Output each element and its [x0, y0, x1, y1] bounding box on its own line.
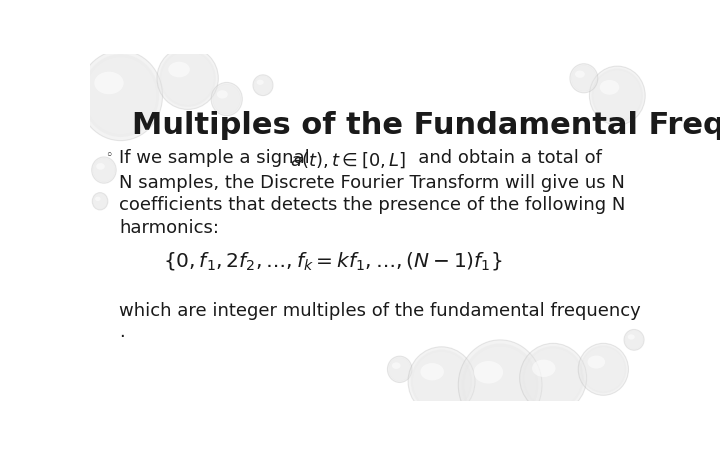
- Ellipse shape: [94, 72, 124, 94]
- Ellipse shape: [85, 57, 156, 134]
- Ellipse shape: [91, 157, 116, 183]
- Ellipse shape: [91, 157, 116, 183]
- Ellipse shape: [159, 50, 216, 107]
- Ellipse shape: [593, 71, 641, 121]
- Ellipse shape: [92, 193, 108, 210]
- Ellipse shape: [212, 84, 241, 114]
- Ellipse shape: [525, 348, 582, 407]
- Ellipse shape: [624, 329, 644, 350]
- Ellipse shape: [590, 66, 645, 125]
- Ellipse shape: [79, 50, 163, 140]
- Ellipse shape: [578, 343, 629, 395]
- Ellipse shape: [217, 90, 228, 99]
- Ellipse shape: [392, 362, 400, 369]
- Ellipse shape: [408, 347, 475, 416]
- Text: $a(t), t \in [0, L]$: $a(t), t \in [0, L]$: [289, 150, 406, 170]
- Ellipse shape: [575, 71, 585, 78]
- Ellipse shape: [522, 346, 584, 410]
- Ellipse shape: [625, 330, 643, 350]
- Text: coefficients that detects the presence of the following N: coefficients that detects the presence o…: [119, 196, 626, 214]
- Ellipse shape: [211, 82, 243, 116]
- Ellipse shape: [572, 66, 595, 90]
- Ellipse shape: [93, 194, 107, 209]
- Text: harmonics:: harmonics:: [119, 219, 219, 237]
- Ellipse shape: [474, 361, 503, 383]
- Ellipse shape: [578, 343, 629, 395]
- Ellipse shape: [157, 47, 218, 109]
- Ellipse shape: [462, 343, 539, 426]
- Ellipse shape: [253, 75, 273, 95]
- Ellipse shape: [628, 334, 635, 340]
- Ellipse shape: [157, 47, 218, 109]
- Text: $\{0, f_1, 2f_2, \ldots, f_k = kf_1, \ldots, (N-1)f_1\}$: $\{0, f_1, 2f_2, \ldots, f_k = kf_1, \ld…: [163, 250, 502, 272]
- Text: If we sample a signal: If we sample a signal: [119, 149, 310, 167]
- Ellipse shape: [388, 357, 411, 382]
- Ellipse shape: [464, 346, 536, 423]
- Ellipse shape: [600, 80, 619, 94]
- Ellipse shape: [95, 197, 101, 201]
- Ellipse shape: [626, 331, 642, 349]
- Ellipse shape: [256, 80, 264, 85]
- Ellipse shape: [532, 360, 556, 377]
- Ellipse shape: [79, 50, 163, 140]
- Ellipse shape: [520, 343, 587, 413]
- Ellipse shape: [253, 76, 272, 95]
- Ellipse shape: [387, 356, 412, 382]
- Ellipse shape: [387, 356, 412, 382]
- Ellipse shape: [570, 64, 598, 93]
- Text: .: .: [119, 323, 125, 341]
- Ellipse shape: [580, 346, 626, 393]
- Ellipse shape: [161, 52, 214, 105]
- Ellipse shape: [94, 194, 107, 209]
- Ellipse shape: [390, 358, 410, 381]
- Ellipse shape: [590, 66, 645, 125]
- Ellipse shape: [588, 356, 605, 369]
- Ellipse shape: [253, 75, 273, 95]
- Text: ◦: ◦: [106, 149, 113, 162]
- Ellipse shape: [624, 329, 644, 350]
- Text: which are integer multiples of the fundamental frequency: which are integer multiples of the funda…: [119, 302, 641, 320]
- Text: Multiples of the Fundamental Frequency: Multiples of the Fundamental Frequency: [132, 111, 720, 140]
- Ellipse shape: [582, 347, 625, 392]
- Ellipse shape: [211, 82, 243, 116]
- Ellipse shape: [168, 62, 190, 77]
- Ellipse shape: [213, 85, 240, 113]
- Ellipse shape: [93, 158, 115, 182]
- Ellipse shape: [592, 68, 643, 123]
- Ellipse shape: [82, 54, 159, 137]
- Ellipse shape: [520, 343, 587, 413]
- Text: and obtain a total of: and obtain a total of: [401, 149, 602, 167]
- Ellipse shape: [413, 352, 470, 411]
- Ellipse shape: [408, 347, 475, 416]
- Ellipse shape: [410, 350, 472, 413]
- Ellipse shape: [92, 193, 108, 210]
- Text: N samples, the Discrete Fourier Transform will give us N: N samples, the Discrete Fourier Transfor…: [119, 174, 625, 192]
- Ellipse shape: [458, 340, 542, 430]
- Ellipse shape: [458, 340, 542, 430]
- Ellipse shape: [94, 159, 114, 181]
- Ellipse shape: [571, 65, 597, 92]
- Ellipse shape: [96, 163, 105, 170]
- Ellipse shape: [254, 76, 271, 94]
- Ellipse shape: [420, 363, 444, 380]
- Ellipse shape: [570, 64, 598, 93]
